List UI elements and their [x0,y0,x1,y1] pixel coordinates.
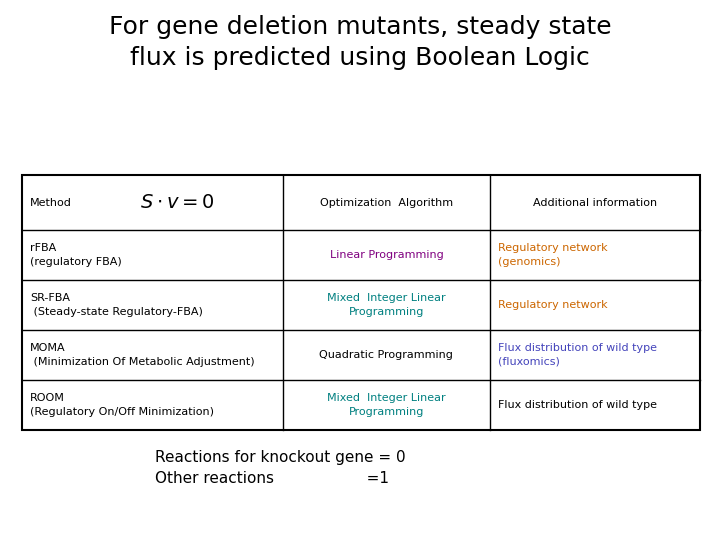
Text: MOMA
 (Minimization Of Metabolic Adjustment): MOMA (Minimization Of Metabolic Adjustme… [30,343,255,367]
Text: Flux distribution of wild type
(fluxomics): Flux distribution of wild type (fluxomic… [498,343,657,367]
Text: Additional information: Additional information [533,198,657,207]
Text: For gene deletion mutants, steady state
flux is predicted using Boolean Logic: For gene deletion mutants, steady state … [109,15,611,70]
Text: Regulatory network: Regulatory network [498,300,608,310]
Text: Optimization  Algorithm: Optimization Algorithm [320,198,453,207]
Text: rFBA
(regulatory FBA): rFBA (regulatory FBA) [30,244,122,267]
Text: Quadratic Programming: Quadratic Programming [320,350,454,360]
Text: Mixed  Integer Linear
Programming: Mixed Integer Linear Programming [327,293,446,316]
Text: $S \cdot v = 0$: $S \cdot v = 0$ [140,193,215,212]
Text: Mixed  Integer Linear
Programming: Mixed Integer Linear Programming [327,394,446,416]
Text: Flux distribution of wild type: Flux distribution of wild type [498,400,657,410]
Text: Reactions for knockout gene = 0
Other reactions                   =1: Reactions for knockout gene = 0 Other re… [155,450,405,486]
Text: SR-FBA
 (Steady-state Regulatory-FBA): SR-FBA (Steady-state Regulatory-FBA) [30,293,203,316]
Text: Method: Method [30,198,72,207]
Text: Regulatory network
(genomics): Regulatory network (genomics) [498,244,608,267]
Text: Linear Programming: Linear Programming [330,250,444,260]
Text: ROOM
(Regulatory On/Off Minimization): ROOM (Regulatory On/Off Minimization) [30,394,214,416]
Bar [22,175,700,430]
